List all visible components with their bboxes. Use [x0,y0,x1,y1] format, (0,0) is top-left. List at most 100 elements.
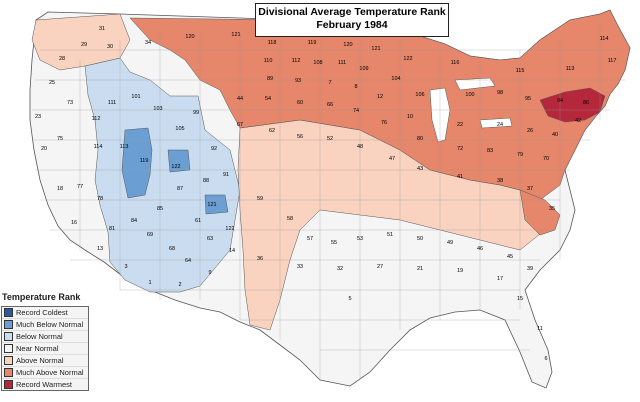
division-rank-label: 95 [525,96,531,102]
region-above-nw [31,13,131,71]
division-rank-label: 30 [107,44,113,50]
division-rank-label: 26 [527,128,533,134]
division-rank-label: 75 [57,136,63,142]
division-rank-label: 44 [237,96,243,102]
division-rank-label: 57 [307,236,313,242]
division-rank-label: 103 [153,106,162,112]
division-rank-label: 70 [543,156,549,162]
division-rank-label: 120 [343,42,352,48]
legend-item: Record Coldest [2,307,88,319]
division-rank-label: 122 [225,226,234,232]
division-rank-label: 55 [331,240,337,246]
division-rank-label: 36 [257,256,263,262]
region-much-below-1 [121,127,153,199]
division-rank-label: 109 [359,66,368,72]
legend: Temperature Rank Record Coldest Much Belo… [0,292,89,402]
division-rank-label: 88 [203,178,209,184]
division-rank-label: 39 [527,266,533,272]
division-rank-label: 110 [264,58,273,64]
legend-label: Above Normal [16,356,64,365]
legend-label: Record Coldest [16,308,68,317]
division-rank-label: 85 [157,206,163,212]
division-rank-label: 119 [140,158,149,164]
division-rank-label: 86 [583,100,589,106]
division-rank-label: 112 [92,116,101,122]
legend-item: Above Normal [2,355,88,367]
division-rank-label: 61 [195,218,201,224]
division-rank-label: 111 [108,100,116,106]
division-rank-label: 73 [67,100,73,106]
division-rank-label: 68 [169,246,175,252]
division-rank-label: 80 [417,136,423,142]
legend-items: Record Coldest Much Below Normal Below Nor… [1,306,89,391]
division-rank-label: 83 [487,148,493,154]
division-rank-label: 105 [175,126,184,132]
division-rank-label: 99 [193,110,199,116]
title-line-2: February 1984 [316,19,388,31]
division-rank-label: 22 [457,122,463,128]
division-rank-label: 92 [211,146,217,152]
division-rank-label: 104 [391,76,400,82]
division-rank-label: 115 [516,68,525,74]
division-rank-label: 34 [145,40,151,46]
legend-item: Much Below Normal [2,319,88,331]
division-rank-label: 74 [353,108,359,114]
division-rank-label: 66 [327,102,333,108]
division-rank-label: 118 [268,40,277,46]
division-rank-label: 67 [237,122,243,128]
division-rank-label: 49 [447,240,453,246]
division-rank-label: 94 [557,98,563,104]
division-rank-label: 79 [517,152,523,158]
division-rank-label: 19 [457,268,463,274]
division-rank-label: 114 [600,36,609,42]
division-rank-label: 7 [328,80,331,86]
division-rank-label: 10 [407,114,413,120]
division-rank-label: 47 [389,156,395,162]
division-rank-label: 18 [57,186,63,192]
division-rank-label: 33 [297,264,303,270]
division-rank-label: 54 [265,96,271,102]
division-rank-label: 63 [207,236,213,242]
division-rank-label: 53 [357,236,363,242]
region-below-normal [84,57,241,293]
division-rank-label: 3 [124,264,127,270]
legend-swatch [4,380,13,389]
division-grid [32,20,625,380]
division-rank-label: 120 [185,34,194,40]
division-rank-label: 21 [417,266,423,272]
legend-item: Much Above Normal [2,367,88,379]
division-rank-label: 27 [377,264,383,270]
division-rank-label: 117 [608,58,617,64]
division-rank-label: 42 [575,118,581,124]
division-rank-label: 1 [148,280,151,286]
legend-swatch [4,344,13,353]
division-rank-label: 122 [403,56,412,62]
division-rank-label: 12 [377,94,383,100]
division-rank-label: 8 [354,84,357,90]
legend-label: Record Warmest [16,380,72,389]
division-rank-label: 6 [544,356,547,362]
division-rank-label: 62 [269,128,275,134]
division-rank-label: 100 [465,92,474,98]
division-rank-label: 121 [207,202,216,208]
division-rank-label: 112 [292,58,301,64]
division-rank-label: 15 [517,296,523,302]
division-rank-label: 40 [552,132,558,138]
division-rank-label: 76 [381,120,387,126]
division-rank-label: 116 [451,60,460,66]
division-rank-label: 108 [313,60,322,66]
division-rank-label: 89 [267,76,273,82]
division-rank-label: 20 [41,146,47,152]
legend-label: Near Normal [16,344,59,353]
legend-label: Below Normal [16,332,63,341]
legend-item: Record Warmest [2,379,88,390]
division-rank-label: 29 [81,42,87,48]
division-rank-label: 72 [457,146,463,152]
division-rank-label: 38 [497,178,503,184]
division-rank-label: 122 [171,164,180,170]
division-rank-label: 48 [357,144,363,150]
division-rank-label: 51 [387,232,393,238]
division-rank-label: 45 [507,254,513,260]
division-rank-label: 121 [371,46,380,52]
